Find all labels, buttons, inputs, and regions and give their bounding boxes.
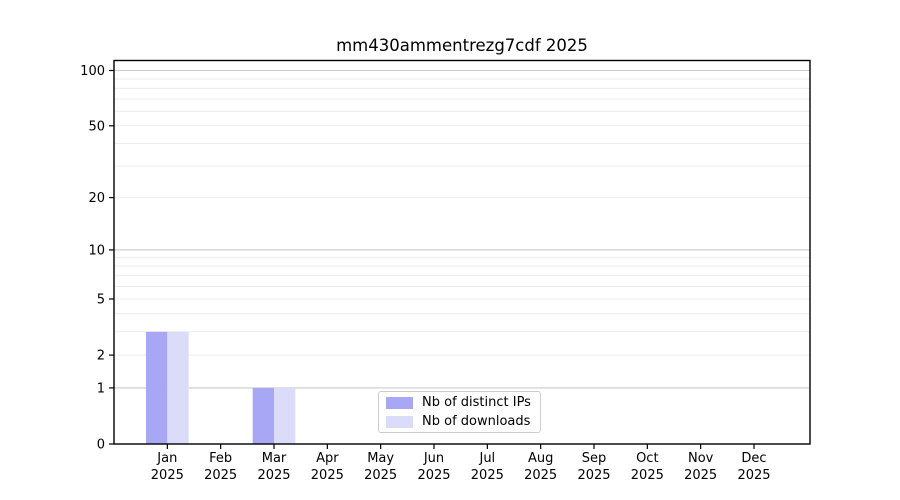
plot-border xyxy=(113,59,811,445)
legend-entry-downloads: Nb of downloads xyxy=(386,413,533,429)
x-tick-label-year: 2025 xyxy=(684,468,717,483)
legend-swatch-distinct-ips xyxy=(386,396,413,409)
x-tick-label-year: 2025 xyxy=(151,468,184,483)
x-tick-label-year: 2025 xyxy=(524,468,557,483)
x-tick-label-year: 2025 xyxy=(204,468,237,483)
legend-entry-distinct-ips: Nb of distinct IPs xyxy=(386,394,533,410)
x-tick-label-year: 2025 xyxy=(631,468,664,483)
x-tick-label-month: Mar xyxy=(262,451,287,466)
legend: Nb of distinct IPs Nb of downloads xyxy=(378,391,541,433)
bar-distinct-ips xyxy=(146,331,168,444)
legend-label-downloads: Nb of downloads xyxy=(422,413,531,429)
y-tick-label: 5 xyxy=(97,292,105,307)
x-tick-label-month: Jul xyxy=(478,451,495,466)
y-tick-label: 50 xyxy=(88,119,105,134)
x-tick-label-year: 2025 xyxy=(311,468,344,483)
x-tick-label-year: 2025 xyxy=(737,468,770,483)
chart-title: mm430ammentrezg7cdf 2025 xyxy=(336,36,588,55)
bar-downloads xyxy=(167,331,189,444)
y-tick-label: 1 xyxy=(97,381,105,396)
bar-downloads xyxy=(274,387,296,444)
x-tick-label-month: Aug xyxy=(528,451,553,466)
x-tick-label-month: Jan xyxy=(156,451,177,466)
x-tick-label-year: 2025 xyxy=(471,468,504,483)
bar-distinct-ips xyxy=(252,387,274,444)
x-tick-label-month: Sep xyxy=(582,451,607,466)
y-tick-label: 20 xyxy=(88,191,105,206)
x-tick-label-month: May xyxy=(367,451,394,466)
x-tick-label-year: 2025 xyxy=(364,468,397,483)
y-tick-label: 2 xyxy=(97,349,105,364)
x-tick-label-year: 2025 xyxy=(417,468,450,483)
x-tick-label-month: Feb xyxy=(209,451,232,466)
y-tick-label: 0 xyxy=(97,438,105,453)
x-tick-label-month: Dec xyxy=(741,451,766,466)
x-tick-label-year: 2025 xyxy=(577,468,610,483)
x-tick-label-month: Oct xyxy=(636,451,658,466)
x-tick-label-month: Jun xyxy=(423,451,444,466)
legend-swatch-downloads xyxy=(386,415,413,428)
legend-label-distinct-ips: Nb of distinct IPs xyxy=(422,394,531,410)
x-tick-label-year: 2025 xyxy=(257,468,290,483)
x-tick-label-month: Nov xyxy=(688,451,714,466)
x-tick-label-month: Apr xyxy=(316,451,339,466)
y-tick-label: 10 xyxy=(88,243,105,258)
y-tick-label: 100 xyxy=(80,64,105,79)
